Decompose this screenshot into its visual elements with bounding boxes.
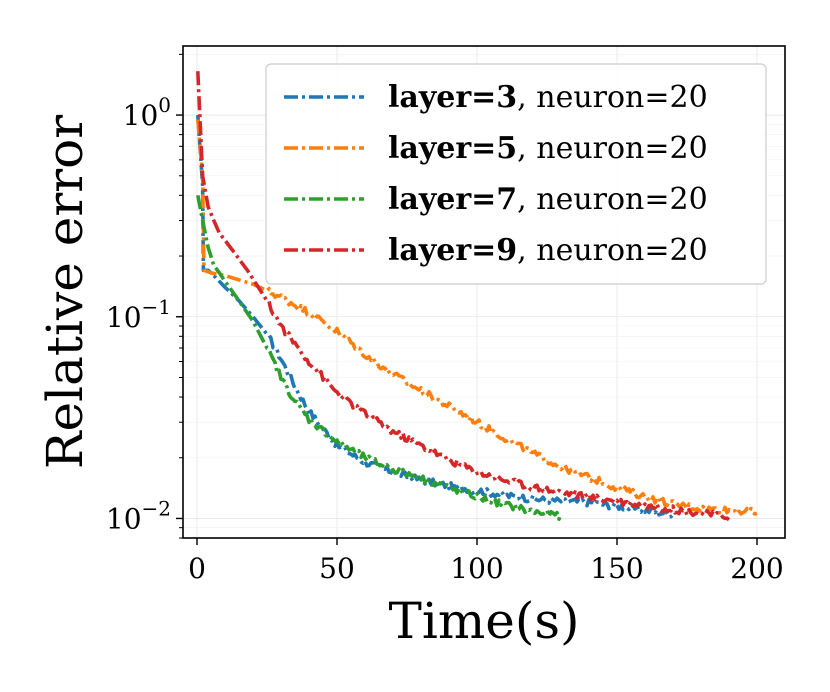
legend-entry-rest: , neuron=20 — [517, 131, 708, 166]
y-tick-label: 10−1 — [106, 295, 171, 334]
y-tick-label: 10−2 — [106, 496, 171, 535]
series-line — [196, 119, 758, 516]
y-tick-base: 10 — [123, 99, 159, 132]
x-tick-label: 100 — [450, 552, 503, 585]
legend-entry-rest: , neuron=20 — [517, 182, 708, 217]
legend-entry-bold: layer=5 — [388, 131, 517, 166]
legend-entry-rest: , neuron=20 — [517, 80, 708, 115]
legend-entry-bold: layer=7 — [388, 182, 517, 217]
y-axis-label: Relative error — [36, 115, 94, 469]
legend-entry-rest: , neuron=20 — [517, 233, 708, 268]
x-axis-label: Time(s) — [388, 592, 579, 650]
x-tick-label: 0 — [188, 552, 206, 585]
legend-entry-bold: layer=3 — [388, 80, 517, 115]
series-line — [196, 194, 563, 521]
y-tick-exponent: −1 — [142, 295, 171, 319]
x-tick-label: 150 — [590, 552, 643, 585]
legend-box — [265, 63, 767, 285]
series-line — [196, 71, 731, 522]
y-tick-base: 10 — [106, 502, 142, 535]
legend-entry-bold: layer=9 — [388, 233, 517, 268]
legend-entry: layer=3, neuron=20 — [388, 80, 708, 115]
legend-entry: layer=7, neuron=20 — [388, 182, 708, 217]
legend-entry: layer=9, neuron=20 — [388, 233, 708, 268]
axes-layer — [182, 45, 786, 539]
y-tick-label: 100 — [123, 93, 171, 132]
plot-frame — [182, 45, 786, 539]
x-tick-label: 200 — [730, 552, 783, 585]
y-tick-base: 10 — [106, 301, 142, 334]
legend-entry: layer=5, neuron=20 — [388, 131, 708, 166]
y-tick-exponent: 0 — [158, 93, 171, 117]
x-tick-label: 50 — [319, 552, 355, 585]
y-tick-exponent: −2 — [142, 496, 171, 520]
series-layer — [196, 71, 758, 522]
